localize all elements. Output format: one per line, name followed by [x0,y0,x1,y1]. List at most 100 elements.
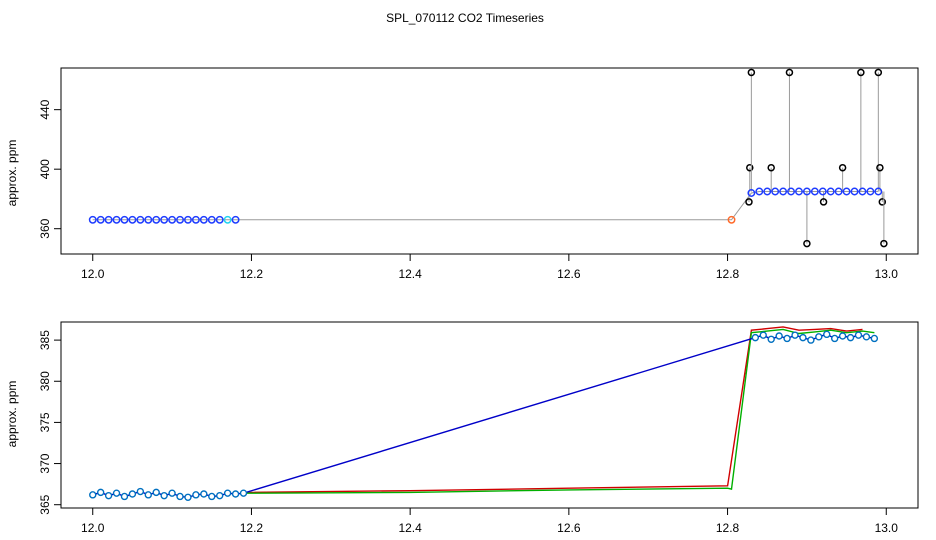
bottom-data-point [823,330,831,339]
bottom-ytick-label: 365 [38,494,52,514]
bottom-data-point [830,334,839,343]
top-data-point [802,187,811,196]
bottom-data-point [239,489,248,497]
bottom-series-line-red [243,326,863,494]
top-ytick-label: 360 [38,218,52,238]
top-data-point [104,215,113,224]
top-data-point [727,215,736,224]
bottom-data-point [89,491,97,499]
top-data-point [842,187,851,196]
top-data-point [184,215,192,224]
top-data-point [199,215,208,224]
bottom-data-point [208,492,216,501]
top-data-point [120,215,129,224]
bottom-ylabel: approx. ppm [5,381,19,448]
bottom-data-point [192,491,200,499]
top-outlier-point [819,198,828,206]
bottom-xtick-label: 12.2 [240,521,264,535]
top-data-point [144,215,153,224]
bottom-xtick-label: 12.6 [557,521,581,535]
top-outlier-point [857,68,865,77]
bottom-data-point [168,489,176,497]
top-data-point [168,215,177,224]
bottom-data-point [128,490,137,498]
top-outlier-point [838,163,847,172]
top-data-point [112,215,121,224]
bottom-data-point [783,334,791,343]
top-data-point [779,187,788,196]
top-data-point [191,215,200,224]
top-outlier-point [747,68,756,77]
bottom-data-point [791,331,799,339]
bottom-data-point [216,491,224,500]
bottom-series [89,326,879,502]
bottom-data-point [152,488,160,497]
top-data-point [755,187,764,196]
bottom-panel: approx. ppm 12.0 12.2 12.4 12.6 12.8 13.0 365 3… [5,321,919,535]
top-xtick-label: 12.4 [398,267,422,281]
bottom-xtick-label: 12.4 [398,521,422,535]
bottom-data-point [112,489,121,497]
bottom-data-point [846,333,855,342]
top-data-point [128,215,137,224]
top-data-point [160,215,169,224]
bottom-ytick-label: 380 [38,371,52,391]
top-ylabel: approx. ppm [5,140,19,207]
bottom-data-point [184,493,192,502]
bottom-data-point [231,490,240,498]
bottom-xtick-label: 12.8 [716,521,740,535]
top-data-point [866,187,875,196]
top-data-point [215,215,224,224]
bottom-data-point [160,491,168,500]
bottom-ticks: 12.0 12.2 12.4 12.6 12.8 13.0 365 370 375 380 385 [38,330,898,535]
top-outlier-point [878,198,887,206]
bottom-data-point [136,487,145,496]
top-outlier-point [785,68,794,77]
bottom-ytick-label: 375 [38,412,52,432]
top-data-point [152,215,161,224]
bottom-data-point [815,333,823,341]
top-xtick-label: 13.0 [875,267,899,281]
top-panel: approx. ppm 12.0 12.2 12.4 12.6 12.8 13.0 360 4… [5,67,919,281]
top-data-point [818,187,827,196]
top-data-point [231,215,240,224]
bottom-data-point [870,334,879,343]
top-data-point [88,215,97,224]
top-outlier-point [767,163,775,172]
bottom-xtick-label: 13.0 [875,521,899,535]
bottom-data-point [767,335,775,343]
bottom-data-point [223,489,232,497]
top-outlier-point [880,239,888,248]
bottom-data-point [775,332,783,340]
bottom-series-line-green [243,328,875,494]
top-data-point [810,187,819,196]
bottom-plot-frame [60,321,919,509]
top-data-point [96,215,105,224]
bottom-data-point [751,333,760,342]
top-outlier-point [876,163,884,172]
bottom-data-point [862,333,871,341]
bottom-data-point [144,491,152,499]
top-outlier-point [803,239,811,248]
bottom-data-point [854,331,863,339]
top-data-point [136,215,145,224]
top-data-point [795,187,803,196]
top-outlier-point [745,198,753,206]
top-xtick-label: 12.2 [240,267,264,281]
top-data-point [826,187,835,196]
bottom-data-point [838,332,847,340]
top-ticks: 12.0 12.2 12.4 12.6 12.8 13.0 360 400 440 [38,99,898,281]
top-data-point [763,187,772,196]
bottom-ytick-label: 370 [38,453,52,473]
top-series [88,68,888,248]
top-plot-frame [60,67,919,255]
bottom-data-point [96,488,105,497]
top-data-point [850,187,859,196]
top-data-point [874,187,883,196]
top-data-point [176,215,184,224]
top-xtick-label: 12.8 [716,267,740,281]
bottom-data-point [104,491,113,500]
top-data-point [747,189,756,197]
bottom-data-point [120,492,129,501]
